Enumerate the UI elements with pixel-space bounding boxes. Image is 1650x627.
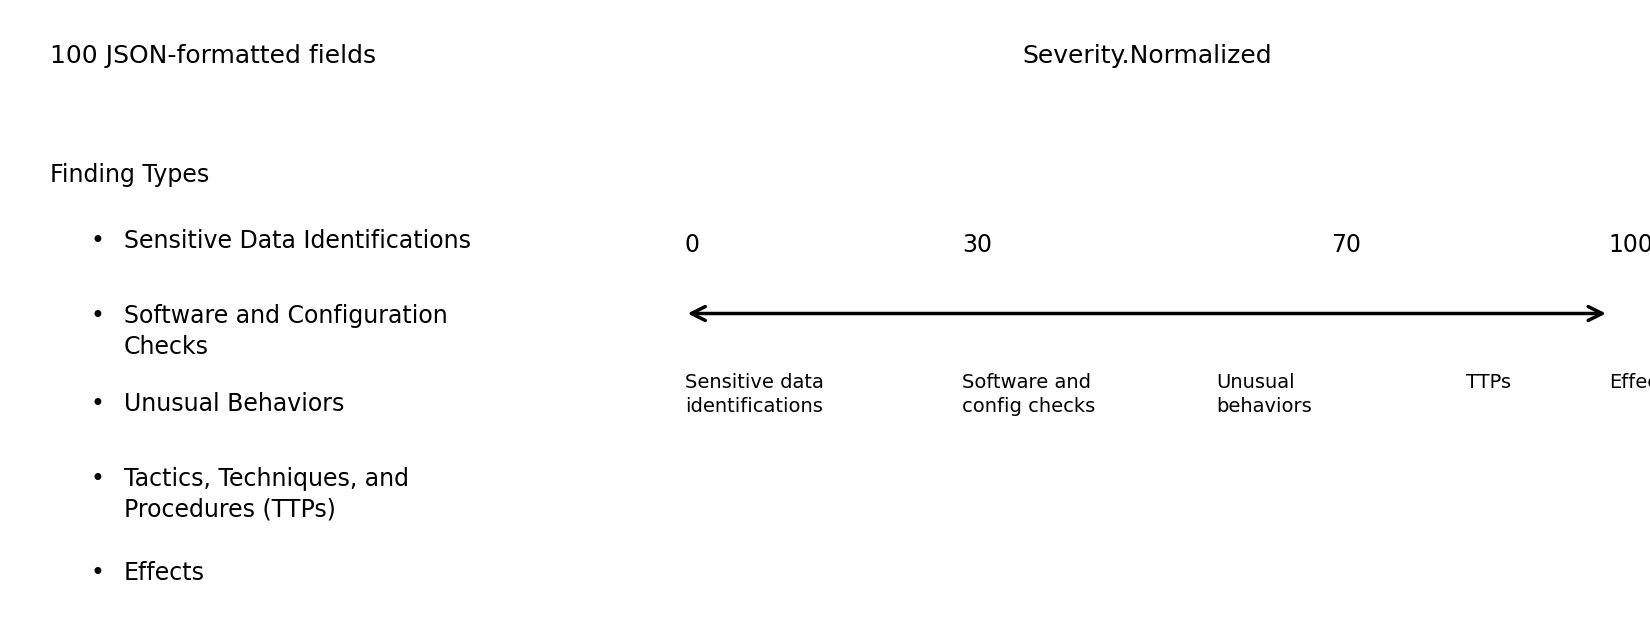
Text: Severity.Normalized: Severity.Normalized: [1021, 44, 1272, 68]
Text: Finding Types: Finding Types: [50, 163, 210, 187]
Text: Effects: Effects: [124, 561, 205, 585]
Text: Sensitive Data Identifications: Sensitive Data Identifications: [124, 229, 470, 253]
Text: Unusual Behaviors: Unusual Behaviors: [124, 392, 345, 416]
Text: 100 JSON-formatted fields: 100 JSON-formatted fields: [50, 44, 376, 68]
Text: Unusual
behaviors: Unusual behaviors: [1216, 373, 1312, 416]
Text: 70: 70: [1332, 233, 1361, 257]
FancyArrowPatch shape: [691, 307, 1602, 320]
Text: Software and
config checks: Software and config checks: [962, 373, 1096, 416]
Text: •: •: [91, 561, 104, 585]
Text: •: •: [91, 229, 104, 253]
Text: 0: 0: [685, 233, 700, 257]
Text: •: •: [91, 467, 104, 491]
Text: •: •: [91, 304, 104, 328]
Text: 30: 30: [962, 233, 992, 257]
Text: 100: 100: [1609, 233, 1650, 257]
Text: Tactics, Techniques, and
Procedures (TTPs): Tactics, Techniques, and Procedures (TTP…: [124, 467, 409, 522]
Text: •: •: [91, 392, 104, 416]
Text: Software and Configuration
Checks: Software and Configuration Checks: [124, 304, 447, 359]
Text: TTPs: TTPs: [1465, 373, 1510, 392]
Text: Effects: Effects: [1609, 373, 1650, 392]
Text: Sensitive data
identifications: Sensitive data identifications: [685, 373, 823, 416]
